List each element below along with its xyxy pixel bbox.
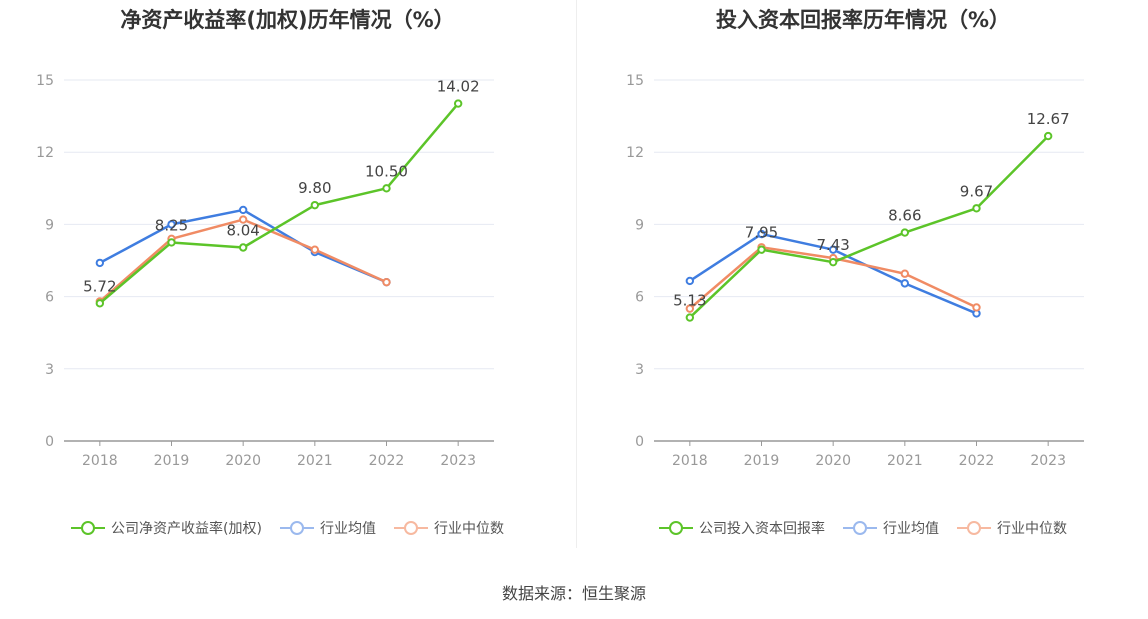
data-label: 10.50	[365, 162, 408, 180]
data-point-median	[310, 245, 320, 254]
legend-symbol-company	[71, 521, 106, 535]
x-tick-label: 2020	[225, 453, 261, 469]
data-label: 5.13	[673, 292, 706, 310]
legend-label-company-roe: 公司净资产收益率(加权)	[111, 521, 262, 537]
legend-symbol-median	[393, 521, 428, 535]
roe-chart-title: 净资产收益率(加权)历年情况（%）	[120, 8, 455, 32]
data-point-median	[238, 215, 248, 224]
x-tick-label: 2022	[369, 453, 405, 469]
x-tick-label: 2023	[1030, 453, 1066, 469]
legend-label-industry-median: 行业中位数	[433, 521, 504, 537]
roe-legend: 公司净资产收益率(加权) 行业均值 行业中位数	[0, 518, 575, 538]
y-tick-label: 15	[36, 73, 54, 89]
data-label: 9.67	[960, 182, 993, 200]
data-point-company	[167, 238, 176, 247]
roic-chart-svg: 0 3 6 9 12 15 2018 2019 2020 2021 2022 2023 5.13 7.95…	[626, 73, 1084, 469]
legend-item-industry-median[interactable]: 行业中位数	[957, 518, 1067, 538]
roic-chart-panel: 投入资本回报率历年情况（%） 0 3 6 9 12 15 2018 2019 2020 2021 2…	[578, 0, 1148, 560]
legend-symbol-avg	[279, 521, 314, 535]
data-point-company	[900, 228, 910, 237]
x-tick-label: 2020	[815, 453, 851, 469]
data-point-company	[757, 245, 766, 254]
data-label: 8.66	[888, 207, 921, 225]
legend-label-industry-median: 行业中位数	[997, 521, 1067, 537]
data-point-median	[685, 304, 695, 313]
data-point-avg	[828, 245, 838, 254]
data-point-company	[685, 313, 695, 322]
data-label: 12.67	[1027, 110, 1070, 128]
data-point-avg	[167, 220, 176, 229]
y-tick-label: 9	[635, 217, 644, 233]
legend-item-industry-avg[interactable]: 行业均值	[279, 518, 376, 538]
data-point-company	[382, 184, 391, 193]
roe-chart-svg: 0 3 6 9 12 15 2018 2019 2020 2021 2022 2023 5.72 8.25…	[36, 73, 494, 469]
data-label: 9.80	[298, 179, 331, 197]
data-label: 8.04	[226, 222, 259, 240]
data-label: 7.95	[745, 224, 778, 242]
y-tick-label: 15	[626, 73, 644, 89]
y-tick-label: 12	[626, 145, 644, 161]
data-point-avg	[238, 205, 248, 215]
legend-label-company-roic: 公司投入资本回报率	[699, 521, 825, 537]
data-point-company	[828, 257, 838, 267]
data-source-note: 数据来源：恒生聚源	[501, 584, 646, 603]
legend-item-industry-median[interactable]: 行业中位数	[393, 518, 504, 538]
data-point-company	[972, 204, 981, 213]
roe-chart-panel: 净资产收益率(加权)历年情况（%） 0 3 6 9 12 15 2018 2019 2020 20…	[0, 0, 575, 560]
legend-label-industry-avg: 行业均值	[319, 521, 376, 537]
legend-symbol-company	[659, 521, 693, 535]
legend-item-industry-avg[interactable]: 行业均值	[843, 518, 939, 538]
data-point-company	[238, 243, 248, 252]
legend-item-company-roic[interactable]: 公司投入资本回报率	[659, 518, 825, 538]
data-point-company	[453, 99, 463, 108]
panel-divider	[576, 0, 577, 548]
data-point-avg	[95, 258, 105, 268]
data-point-median	[382, 277, 391, 287]
legend-item-company-roe[interactable]: 公司净资产收益率(加权)	[71, 518, 262, 538]
y-tick-label: 0	[45, 434, 54, 450]
legend-label-industry-avg: 行业均值	[883, 521, 939, 537]
x-tick-label: 2022	[959, 453, 995, 469]
data-label: 14.02	[437, 78, 480, 96]
x-tick-label: 2019	[154, 453, 190, 469]
y-tick-label: 6	[45, 290, 54, 306]
data-point-avg	[900, 279, 910, 288]
y-tick-label: 6	[635, 290, 644, 306]
y-tick-label: 0	[635, 434, 644, 450]
y-tick-label: 3	[45, 362, 54, 378]
data-point-median	[972, 303, 981, 312]
y-tick-label: 9	[45, 217, 54, 233]
x-tick-label: 2019	[744, 453, 780, 469]
x-tick-label: 2021	[887, 453, 923, 469]
data-label: 5.72	[83, 277, 116, 295]
data-point-company	[310, 200, 320, 210]
data-label: 8.25	[155, 216, 188, 234]
legend-symbol-median	[957, 521, 991, 535]
data-point-avg	[685, 276, 695, 286]
data-label: 7.43	[816, 236, 849, 254]
y-tick-label: 12	[36, 145, 54, 161]
roic-legend: 公司投入资本回报率 行业均值 行业中位数	[578, 518, 1148, 538]
data-point-avg	[757, 229, 766, 239]
data-point-company	[95, 299, 105, 308]
x-tick-label: 2023	[440, 453, 476, 469]
legend-symbol-avg	[843, 521, 877, 535]
x-tick-label: 2018	[82, 453, 118, 469]
y-tick-label: 3	[635, 362, 644, 378]
x-tick-label: 2021	[297, 453, 333, 469]
data-point-company	[1043, 131, 1053, 141]
series-line-company	[99, 102, 460, 305]
roic-chart-title: 投入资本回报率历年情况（%）	[715, 8, 1011, 32]
x-tick-label: 2018	[672, 453, 708, 469]
series-line-company	[688, 135, 1050, 319]
data-point-median	[900, 269, 910, 278]
